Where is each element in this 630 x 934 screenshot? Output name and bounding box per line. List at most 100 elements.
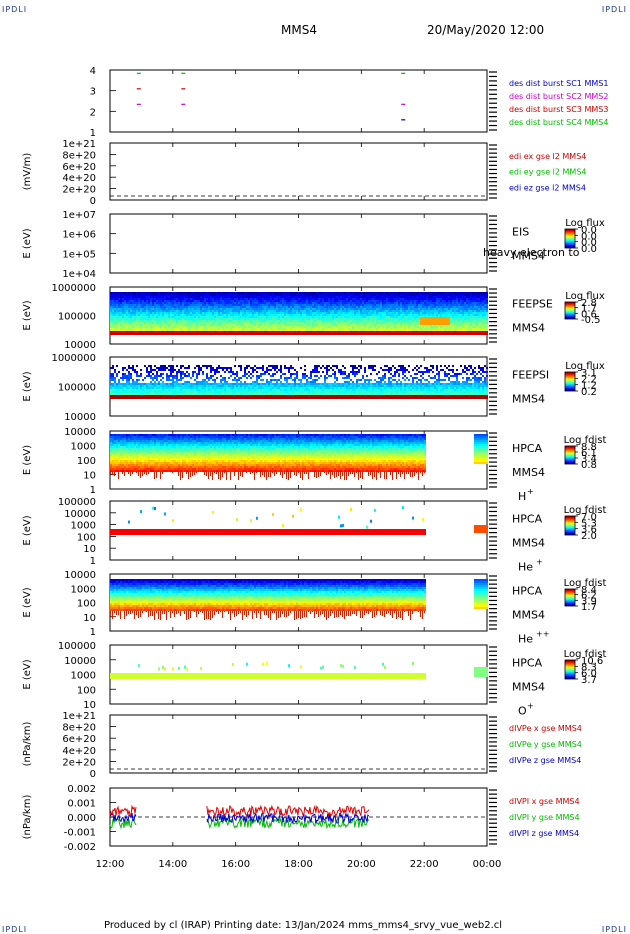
feepse-cell — [128, 314, 130, 316]
feepse-cell — [280, 308, 282, 310]
feepse-cell — [462, 312, 464, 314]
feepse-cell — [416, 320, 418, 322]
feepse-cell — [474, 292, 476, 294]
feepsi-cell — [222, 385, 224, 387]
feepse-cell — [284, 302, 286, 304]
feepsi-cell — [142, 379, 144, 381]
feepse-cell — [140, 326, 142, 328]
feepsi-cell — [124, 367, 126, 369]
feepsi-cell — [188, 395, 190, 399]
feepse-cell — [346, 304, 348, 306]
feepse-cell — [338, 316, 340, 318]
feepse-cell — [276, 331, 278, 335]
feepse-cell — [396, 310, 398, 312]
feepse-cell — [470, 322, 472, 324]
feepse-cell — [356, 320, 358, 322]
feepse-cell — [310, 322, 312, 324]
feepse-cell — [436, 312, 438, 314]
feepsi-cell — [126, 383, 128, 385]
feepse-cell — [130, 306, 132, 308]
feepse-cell — [168, 322, 170, 324]
feepse-cell — [236, 302, 238, 304]
feepse-cell — [224, 302, 226, 304]
feepse-cell — [424, 296, 426, 298]
feepse-cell — [156, 292, 158, 294]
feepse-cell — [384, 306, 386, 308]
feepse-cell — [332, 308, 334, 310]
feepse-cell — [474, 322, 476, 324]
feepse-cell — [246, 328, 248, 330]
feepse-cell — [232, 318, 234, 320]
feepse-cell — [442, 306, 444, 308]
feepse-cell — [266, 296, 268, 298]
eis-colorbar-tick-label: 0.0 — [581, 225, 597, 236]
feepse-cell — [198, 331, 200, 335]
feepse-cell — [234, 322, 236, 324]
feepse-cell — [412, 322, 414, 324]
feepse-cell — [292, 328, 294, 330]
feepse-cell — [164, 300, 166, 302]
feepse-cell — [192, 320, 194, 322]
feepse-cell — [310, 302, 312, 304]
feepsi-cell — [244, 385, 246, 387]
feepse-cell — [318, 310, 320, 312]
feepse-cell — [172, 304, 174, 306]
feepsi-cell — [176, 377, 178, 379]
feepsi-cell — [164, 383, 166, 385]
feepse-cell — [468, 326, 470, 328]
feepsi-cell — [136, 375, 138, 377]
feepse-cell — [472, 302, 474, 304]
feepse-cell — [208, 294, 210, 296]
feepsi-cell — [160, 395, 162, 399]
feepse-cell — [438, 296, 440, 298]
feepse-cell — [450, 314, 452, 316]
feepse-cell — [436, 328, 438, 330]
feepse-cell — [264, 308, 266, 310]
feepsi-cell — [214, 383, 216, 385]
feepse-cell — [328, 310, 330, 312]
feepsi-cell — [222, 383, 224, 385]
feepsi-cell — [156, 389, 158, 391]
feepse-cell — [436, 292, 438, 294]
feepse-cell — [206, 320, 208, 322]
feepse-cell — [428, 296, 430, 298]
feepse-cell — [246, 302, 248, 304]
feepse-cell — [430, 326, 432, 328]
feepse-cell — [270, 298, 272, 300]
feepsi-cell — [114, 381, 116, 383]
feepse-cell — [286, 314, 288, 316]
feepsi-cell — [188, 387, 190, 389]
feepse-cell — [486, 318, 488, 320]
feepse-cell — [286, 318, 288, 320]
feepse-cell — [410, 294, 412, 296]
feepse-cell — [358, 306, 360, 308]
feepse-cell — [196, 326, 198, 328]
feepse-cell — [136, 302, 138, 304]
feepsi-cell — [218, 393, 220, 395]
feepse-cell — [360, 322, 362, 324]
feepse-cell — [476, 292, 478, 294]
feepsi-cell — [244, 367, 246, 369]
feepse-cell — [294, 320, 296, 322]
feepse-cell — [220, 328, 222, 330]
feepse-cell — [182, 298, 184, 300]
feepse-cell — [186, 296, 188, 298]
feepse-cell — [478, 298, 480, 300]
feepse-cell — [164, 296, 166, 298]
feepse-cell — [214, 314, 216, 316]
feepse-cell — [192, 312, 194, 314]
feepse-cell — [236, 331, 238, 335]
feepse-cell — [252, 316, 254, 318]
feepse-cell — [476, 331, 478, 335]
feepse-cell — [364, 312, 366, 314]
feepse-cell — [400, 320, 402, 322]
feepse-cell — [126, 324, 128, 326]
feepse-cell — [444, 312, 446, 314]
feepse-cell — [346, 298, 348, 300]
feepse-cell — [302, 328, 304, 330]
feepse-cell — [144, 316, 146, 318]
feepsi-cell — [168, 389, 170, 391]
feepse-cell — [288, 326, 290, 328]
feepse-cell — [126, 304, 128, 306]
feepsi-cell — [182, 393, 184, 395]
